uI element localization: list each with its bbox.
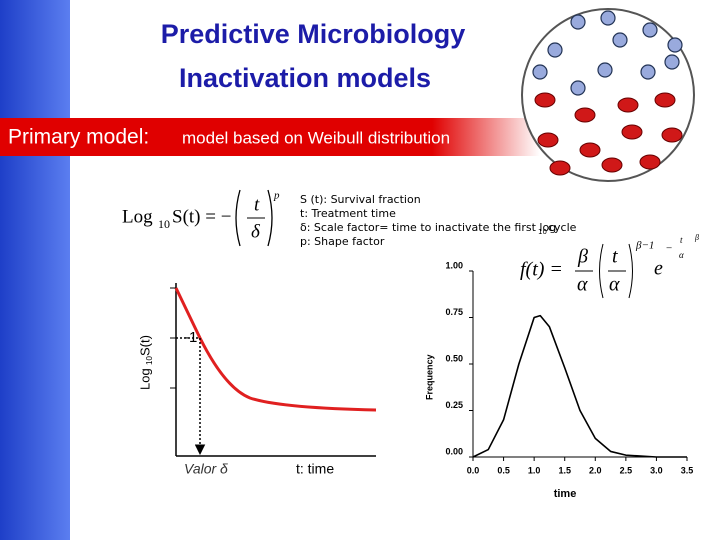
x-tick-label: 1.5 (558, 465, 571, 475)
bacterium-dead (570, 14, 586, 30)
weibull-equation: Log 10 S(t) = − t δ p (122, 190, 280, 247)
bacterium-dead (532, 64, 548, 80)
plot-frame (473, 271, 687, 457)
eq-delta: δ (251, 221, 261, 242)
bacterium-dead (664, 54, 680, 70)
deq-e: e (654, 258, 663, 280)
def-p: p: Shape factor (300, 235, 385, 248)
def-delta: δ: Scale factor= time to inactivate the … (300, 221, 556, 234)
bacterium-dead (640, 64, 656, 80)
schematic-tick: -1 (184, 329, 197, 346)
subtitle: Inactivation models (179, 63, 431, 93)
def-t: t: Treatment time (300, 207, 396, 220)
y-tick-label: 0.00 (445, 446, 463, 456)
y-tick-label: 0.75 (445, 307, 463, 317)
density-equation: f(t) = β α t α β−1 e − t α β (520, 233, 699, 299)
schematic-ylabel-end: S(t) (137, 335, 152, 356)
deq-neg: − (666, 243, 672, 255)
bacterium-dead (642, 22, 658, 38)
x-tick-label: 2.0 (589, 465, 602, 475)
schematic-xlabel: t: time (296, 461, 334, 477)
bacterium-dead (612, 32, 628, 48)
deq-pow: β (694, 233, 699, 242)
x-tick-label: 1.0 (528, 465, 541, 475)
deq-beta: β (577, 246, 588, 268)
deq-t: t (612, 246, 618, 268)
deq-alpha2: α (609, 274, 620, 296)
deq-alpha: α (577, 274, 588, 296)
bacterium (579, 142, 601, 158)
eq-sub: 10 (158, 217, 170, 231)
banner-text: model based on Weibull distribution (182, 128, 450, 147)
title: Predictive Microbiology (161, 19, 466, 49)
banner-label: Primary model: (8, 126, 149, 149)
bacterium (537, 132, 559, 148)
definitions: S (t): Survival fraction t: Treatment ti… (300, 193, 577, 248)
x-axis-label: time (554, 488, 577, 500)
bacterium (621, 124, 643, 140)
side-bar (0, 0, 70, 540)
y-tick-label: 0.50 (445, 353, 463, 363)
bacterium (574, 107, 596, 123)
bacterium-dead (600, 10, 616, 26)
schematic-ylabel-sub: 10 (145, 356, 154, 365)
def-delta-sub: 10 (538, 228, 547, 236)
bacterium (661, 127, 683, 143)
schematic-chart: -1 Valor δ t: time Log 10 S(t) (137, 283, 377, 477)
bacterium-dead (570, 80, 586, 96)
def-delta-end: cycle (548, 221, 577, 234)
bacterium (534, 92, 556, 108)
eq-p: p (273, 190, 280, 202)
x-tick-label: 2.5 (620, 465, 633, 475)
bacterium (639, 154, 661, 170)
bacterium-dead (597, 62, 613, 78)
bacterium (601, 157, 623, 173)
y-axis-label: Frequency (424, 354, 434, 400)
bacteria-illustration (521, 8, 695, 182)
bacterium-dead (667, 37, 683, 53)
deq-alpha3: α (679, 250, 684, 260)
deq-t2: t (680, 235, 683, 245)
eq-t: t (254, 194, 260, 215)
delta-label: Valor δ (184, 461, 228, 477)
bacterium (654, 92, 676, 108)
deq-lhs: f(t) = (520, 259, 563, 281)
x-tick-label: 0.0 (467, 465, 480, 475)
schematic-ylabel: Log (137, 368, 152, 390)
y-tick-label: 0.25 (445, 400, 463, 410)
bacterium (617, 97, 639, 113)
deq-exp: β−1 (635, 240, 654, 252)
bacterium-dead (547, 42, 563, 58)
petri-circle (521, 8, 695, 182)
x-tick-label: 3.0 (650, 465, 663, 475)
eq-lhs: S(t) = − (172, 206, 231, 227)
y-tick-label: 1.00 (445, 260, 463, 270)
banner (0, 118, 540, 156)
density-line (472, 314, 687, 458)
x-tick-label: 0.5 (497, 465, 510, 475)
survival-curve (174, 287, 377, 412)
bacterium (549, 160, 571, 176)
eq-log: Log (122, 206, 153, 227)
def-s: S (t): Survival fraction (300, 193, 421, 206)
x-tick-label: 3.5 (681, 465, 694, 475)
